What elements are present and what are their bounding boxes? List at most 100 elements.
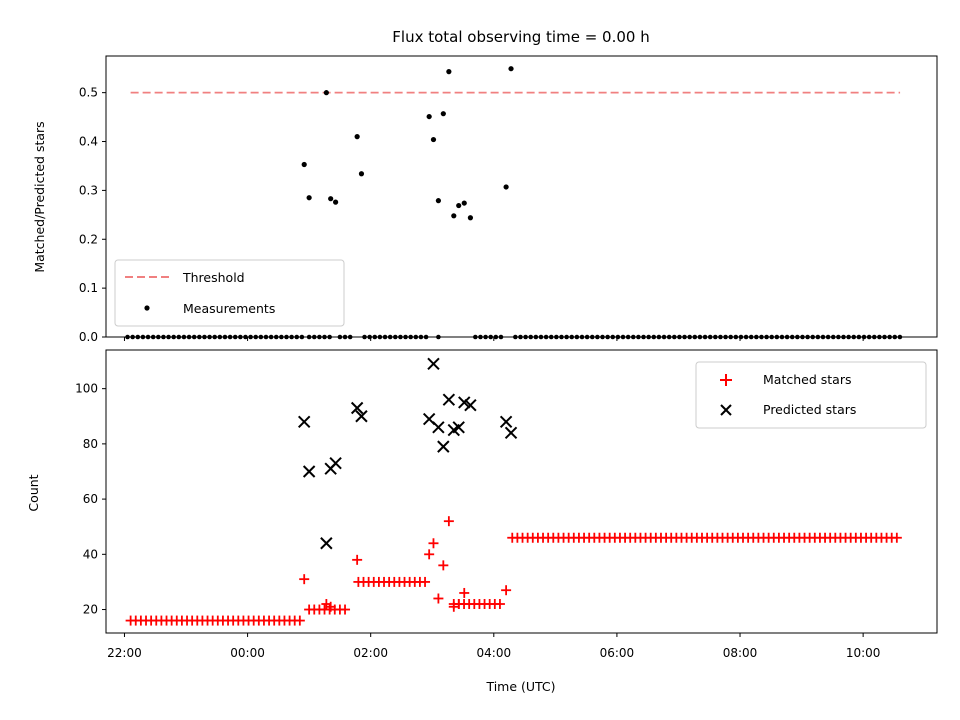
measurement-point [493, 334, 499, 340]
measurement-point [322, 334, 327, 340]
measurement-point [646, 334, 651, 340]
measurement-point [212, 334, 218, 340]
measurement-point [892, 334, 898, 340]
top-y-tick-label: 0.3 [79, 183, 98, 197]
measurement-point [846, 334, 851, 340]
matched-star-point [433, 593, 444, 604]
measurement-point [559, 334, 564, 340]
top-y-tick-label: 0.1 [79, 281, 98, 295]
measurement-point [697, 334, 703, 340]
measurement-point [759, 334, 764, 340]
measurement-point [362, 334, 367, 340]
measurement-point [554, 334, 559, 340]
matched-star-point [453, 599, 464, 610]
measurement-point [810, 334, 816, 340]
legend-threshold-label: Threshold [182, 270, 245, 285]
measurement-point [625, 334, 631, 340]
measurement-point [882, 334, 887, 340]
measurement-point [207, 334, 212, 340]
bottom-y-tick-label: 20 [83, 603, 98, 617]
measurement-point [866, 334, 872, 340]
predicted-star-point [298, 415, 311, 428]
measurement-point [289, 334, 294, 340]
measurement-point [589, 334, 595, 340]
measurement-point [528, 334, 534, 340]
measurement-point [543, 334, 549, 340]
measurement-point [825, 334, 831, 340]
measurement-point [317, 334, 322, 340]
measurement-point [130, 334, 135, 340]
measurement-point [306, 334, 312, 340]
measurement-point [478, 334, 483, 340]
legend-measurements-label: Measurements [183, 301, 275, 316]
measurement-point [548, 334, 554, 340]
measurement-point [579, 334, 585, 340]
measurement-point [125, 334, 130, 340]
predicted-star-point [355, 410, 368, 423]
predicted-star-point [320, 537, 333, 550]
measurement-point [328, 196, 334, 202]
measurement-point [887, 334, 892, 340]
measurement-point [841, 334, 846, 340]
matched-star-point [325, 601, 336, 612]
measurement-point [666, 334, 672, 340]
measurement-point [692, 334, 698, 340]
measurement-point [815, 334, 821, 340]
measurement-point [423, 334, 429, 340]
measurement-point [605, 334, 610, 340]
measurement-point [176, 334, 182, 340]
predicted-star-point [499, 415, 513, 428]
measurement-point [820, 334, 826, 340]
measurement-point [574, 334, 580, 340]
measurement-point [456, 202, 462, 209]
measurement-point [377, 334, 383, 340]
measurement-point [636, 334, 641, 340]
bottom-y-tick-label: 100 [75, 382, 98, 396]
measurement-point [279, 334, 284, 340]
predicted-star-point [427, 357, 440, 371]
predicted-star-point [464, 399, 477, 412]
bottom-y-tick-label: 40 [83, 547, 98, 561]
legend-predicted-swatch [720, 404, 732, 416]
matched-star-point [340, 604, 351, 615]
measurement-point [238, 334, 243, 340]
measurement-point [467, 215, 474, 221]
predicted-star-point [452, 421, 465, 434]
x-tick-label: 06:00 [600, 646, 635, 660]
measurement-point [436, 334, 441, 340]
measurement-point [358, 171, 365, 177]
measurement-point [243, 334, 248, 340]
measurement-point [181, 334, 187, 340]
measurement-point [382, 334, 388, 340]
measurement-point [503, 184, 509, 190]
measurement-point [392, 334, 398, 340]
measurement-point [498, 334, 504, 340]
measurement-point [518, 334, 523, 340]
measurement-point [795, 334, 800, 340]
measurement-point [446, 69, 452, 75]
measurement-point [387, 334, 393, 340]
matched-star-point [501, 585, 512, 596]
measurement-point [702, 334, 708, 340]
predicted-star-point [329, 456, 342, 470]
measurement-point [354, 134, 360, 140]
measurement-point [677, 334, 682, 340]
chart-title: Flux total observing time = 0.00 h [392, 28, 649, 46]
measurement-point [769, 334, 775, 340]
measurement-point [871, 334, 877, 340]
measurement-point [533, 334, 539, 340]
x-tick-label: 00:00 [230, 646, 265, 660]
matched-star-point [494, 599, 505, 610]
measurement-point [299, 334, 305, 340]
measurement-point [713, 334, 718, 340]
measurement-point [398, 334, 403, 340]
predicted-star-point [350, 401, 364, 415]
x-axis-label: Time (UTC) [485, 679, 555, 694]
measurement-point [161, 334, 166, 340]
measurement-point [851, 334, 857, 340]
measurement-point [600, 334, 605, 340]
measurement-point [483, 334, 488, 340]
measurement-point [367, 334, 372, 340]
measurement-point [707, 334, 713, 340]
